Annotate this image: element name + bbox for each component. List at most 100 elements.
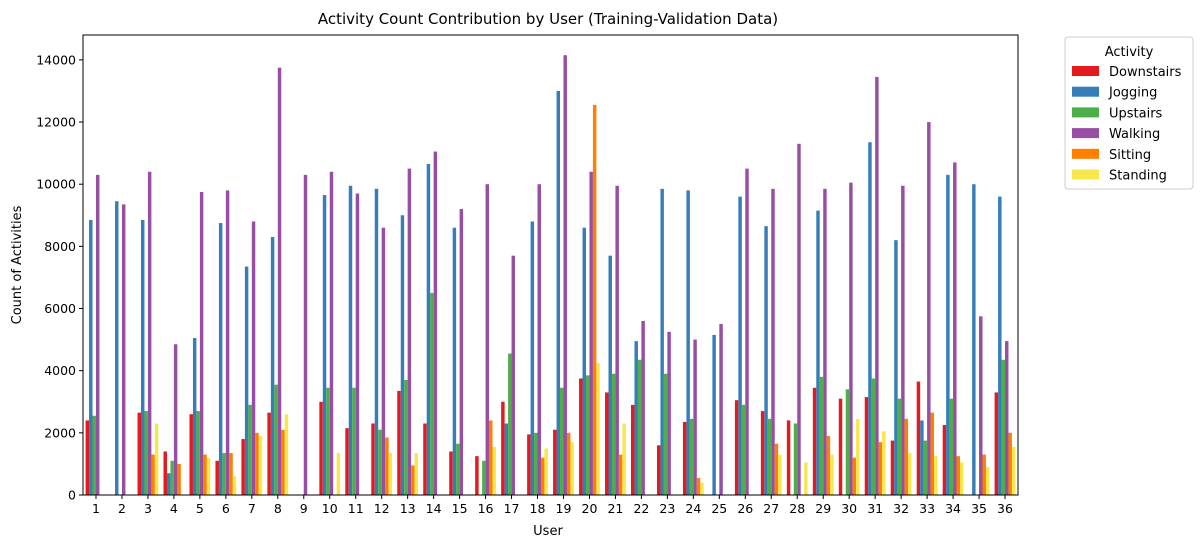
bar-standing-user-33 [934, 456, 938, 495]
bar-upstairs-user-5 [196, 411, 200, 495]
bar-standing-user-7 [258, 435, 263, 495]
bar-upstairs-user-15 [456, 443, 460, 495]
bar-jogging-user-20 [582, 227, 586, 495]
x-tick-label: 30 [841, 501, 857, 516]
x-tick-label: 11 [348, 501, 364, 516]
bar-jogging-user-26 [738, 196, 742, 495]
bar-jogging-user-1 [89, 219, 93, 495]
bar-downstairs-user-8 [267, 412, 271, 495]
bar-upstairs-user-34 [949, 398, 954, 495]
bar-upstairs-user-31 [871, 378, 876, 495]
bar-downstairs-user-7 [241, 439, 245, 495]
bar-standing-user-29 [830, 454, 834, 495]
bar-sitting-user-7 [255, 432, 259, 495]
bar-upstairs-user-1 [92, 415, 96, 495]
bar-standing-user-5 [206, 457, 211, 495]
bar-sitting-user-31 [878, 442, 883, 495]
bar-downstairs-user-22 [631, 404, 635, 495]
legend-label-sitting: Sitting [1109, 148, 1151, 163]
bar-walking-user-31 [875, 76, 879, 496]
bar-jogging-user-25 [712, 334, 716, 495]
bar-standing-user-30 [856, 418, 860, 495]
legend-swatch-sitting [1072, 148, 1099, 159]
bar-sitting-user-4 [177, 463, 181, 495]
bar-sitting-user-34 [956, 456, 960, 495]
bar-sitting-user-16 [489, 420, 493, 495]
bar-downstairs-user-6 [215, 460, 219, 495]
plot-frame [82, 34, 1019, 496]
bar-walking-user-8 [277, 67, 282, 495]
bar-sitting-user-33 [930, 412, 935, 495]
bar-downstairs-user-14 [423, 423, 427, 495]
x-tick-label: 25 [711, 501, 727, 516]
bar-walking-user-21 [615, 185, 619, 496]
bar-walking-user-20 [589, 171, 593, 495]
bar-walking-user-1 [95, 174, 100, 496]
bar-jogging-user-31 [868, 142, 872, 496]
bar-upstairs-user-22 [637, 359, 642, 495]
bar-jogging-user-7 [244, 266, 249, 495]
legend-swatch-walking [1072, 128, 1099, 139]
bar-jogging-user-36 [998, 196, 1002, 495]
bar-jogging-user-4 [166, 473, 171, 495]
bar-walking-user-7 [251, 221, 256, 496]
bar-jogging-user-10 [322, 195, 327, 495]
bar-upstairs-user-8 [274, 384, 278, 495]
y-axis-title: Count of Activities [10, 205, 25, 324]
x-tick-label: 18 [530, 501, 546, 516]
bar-standing-user-18 [544, 448, 548, 495]
bar-walking-user-12 [381, 227, 386, 495]
bar-standing-user-31 [882, 431, 886, 495]
bar-upstairs-user-24 [689, 418, 694, 495]
x-tick-label: 17 [504, 501, 520, 516]
bar-walking-user-22 [641, 320, 645, 495]
bar-jogging-user-5 [192, 338, 197, 495]
y-tick-label: 14000 [36, 52, 76, 67]
bar-jogging-user-32 [894, 240, 898, 495]
bar-walking-user-10 [329, 171, 334, 495]
bar-jogging-user-14 [426, 163, 431, 496]
bar-walking-user-36 [1005, 341, 1009, 495]
bar-jogging-user-18 [530, 221, 535, 496]
bar-downstairs-user-24 [682, 421, 687, 495]
bar-walking-user-17 [511, 255, 515, 495]
bar-downstairs-user-5 [189, 414, 193, 495]
x-tick-label: 6 [222, 501, 230, 516]
bar-upstairs-user-32 [897, 398, 902, 495]
x-tick-label: 32 [893, 501, 909, 516]
bar-downstairs-user-34 [942, 425, 947, 495]
legend-title: Activity [1105, 45, 1154, 60]
bar-walking-user-26 [745, 168, 749, 495]
bar-upstairs-user-14 [430, 292, 434, 495]
x-tick-label: 4 [170, 501, 178, 516]
bar-downstairs-user-32 [890, 440, 895, 495]
bar-sitting-user-19 [566, 432, 571, 495]
bar-standing-user-6 [232, 476, 237, 495]
bar-upstairs-user-19 [560, 387, 564, 495]
x-tick-label: 21 [607, 501, 623, 516]
x-axis-title: User [533, 524, 563, 539]
bar-upstairs-user-16 [482, 460, 486, 495]
bar-jogging-user-34 [946, 174, 950, 496]
bar-walking-user-30 [849, 182, 853, 495]
bar-downstairs-user-10 [319, 401, 323, 495]
bar-sitting-user-6 [229, 453, 233, 495]
bar-walking-user-11 [355, 193, 360, 495]
x-tick-label: 33 [919, 501, 935, 516]
bar-walking-user-28 [797, 143, 801, 495]
bar-jogging-user-27 [764, 226, 768, 495]
bar-upstairs-user-4 [170, 460, 174, 495]
bar-jogging-user-11 [348, 185, 353, 496]
bar-downstairs-user-17 [501, 401, 505, 495]
bar-upstairs-user-29 [819, 376, 824, 495]
bar-sitting-user-20 [592, 104, 597, 496]
bar-walking-user-34 [953, 162, 957, 495]
bar-sitting-user-5 [203, 454, 207, 495]
bar-jogging-user-19 [556, 90, 561, 495]
bar-walking-user-33 [927, 122, 931, 495]
bar-downstairs-user-18 [527, 434, 531, 495]
x-tick-label: 3 [144, 501, 152, 516]
bar-walking-user-25 [719, 324, 723, 495]
bar-sitting-user-13 [411, 465, 415, 495]
